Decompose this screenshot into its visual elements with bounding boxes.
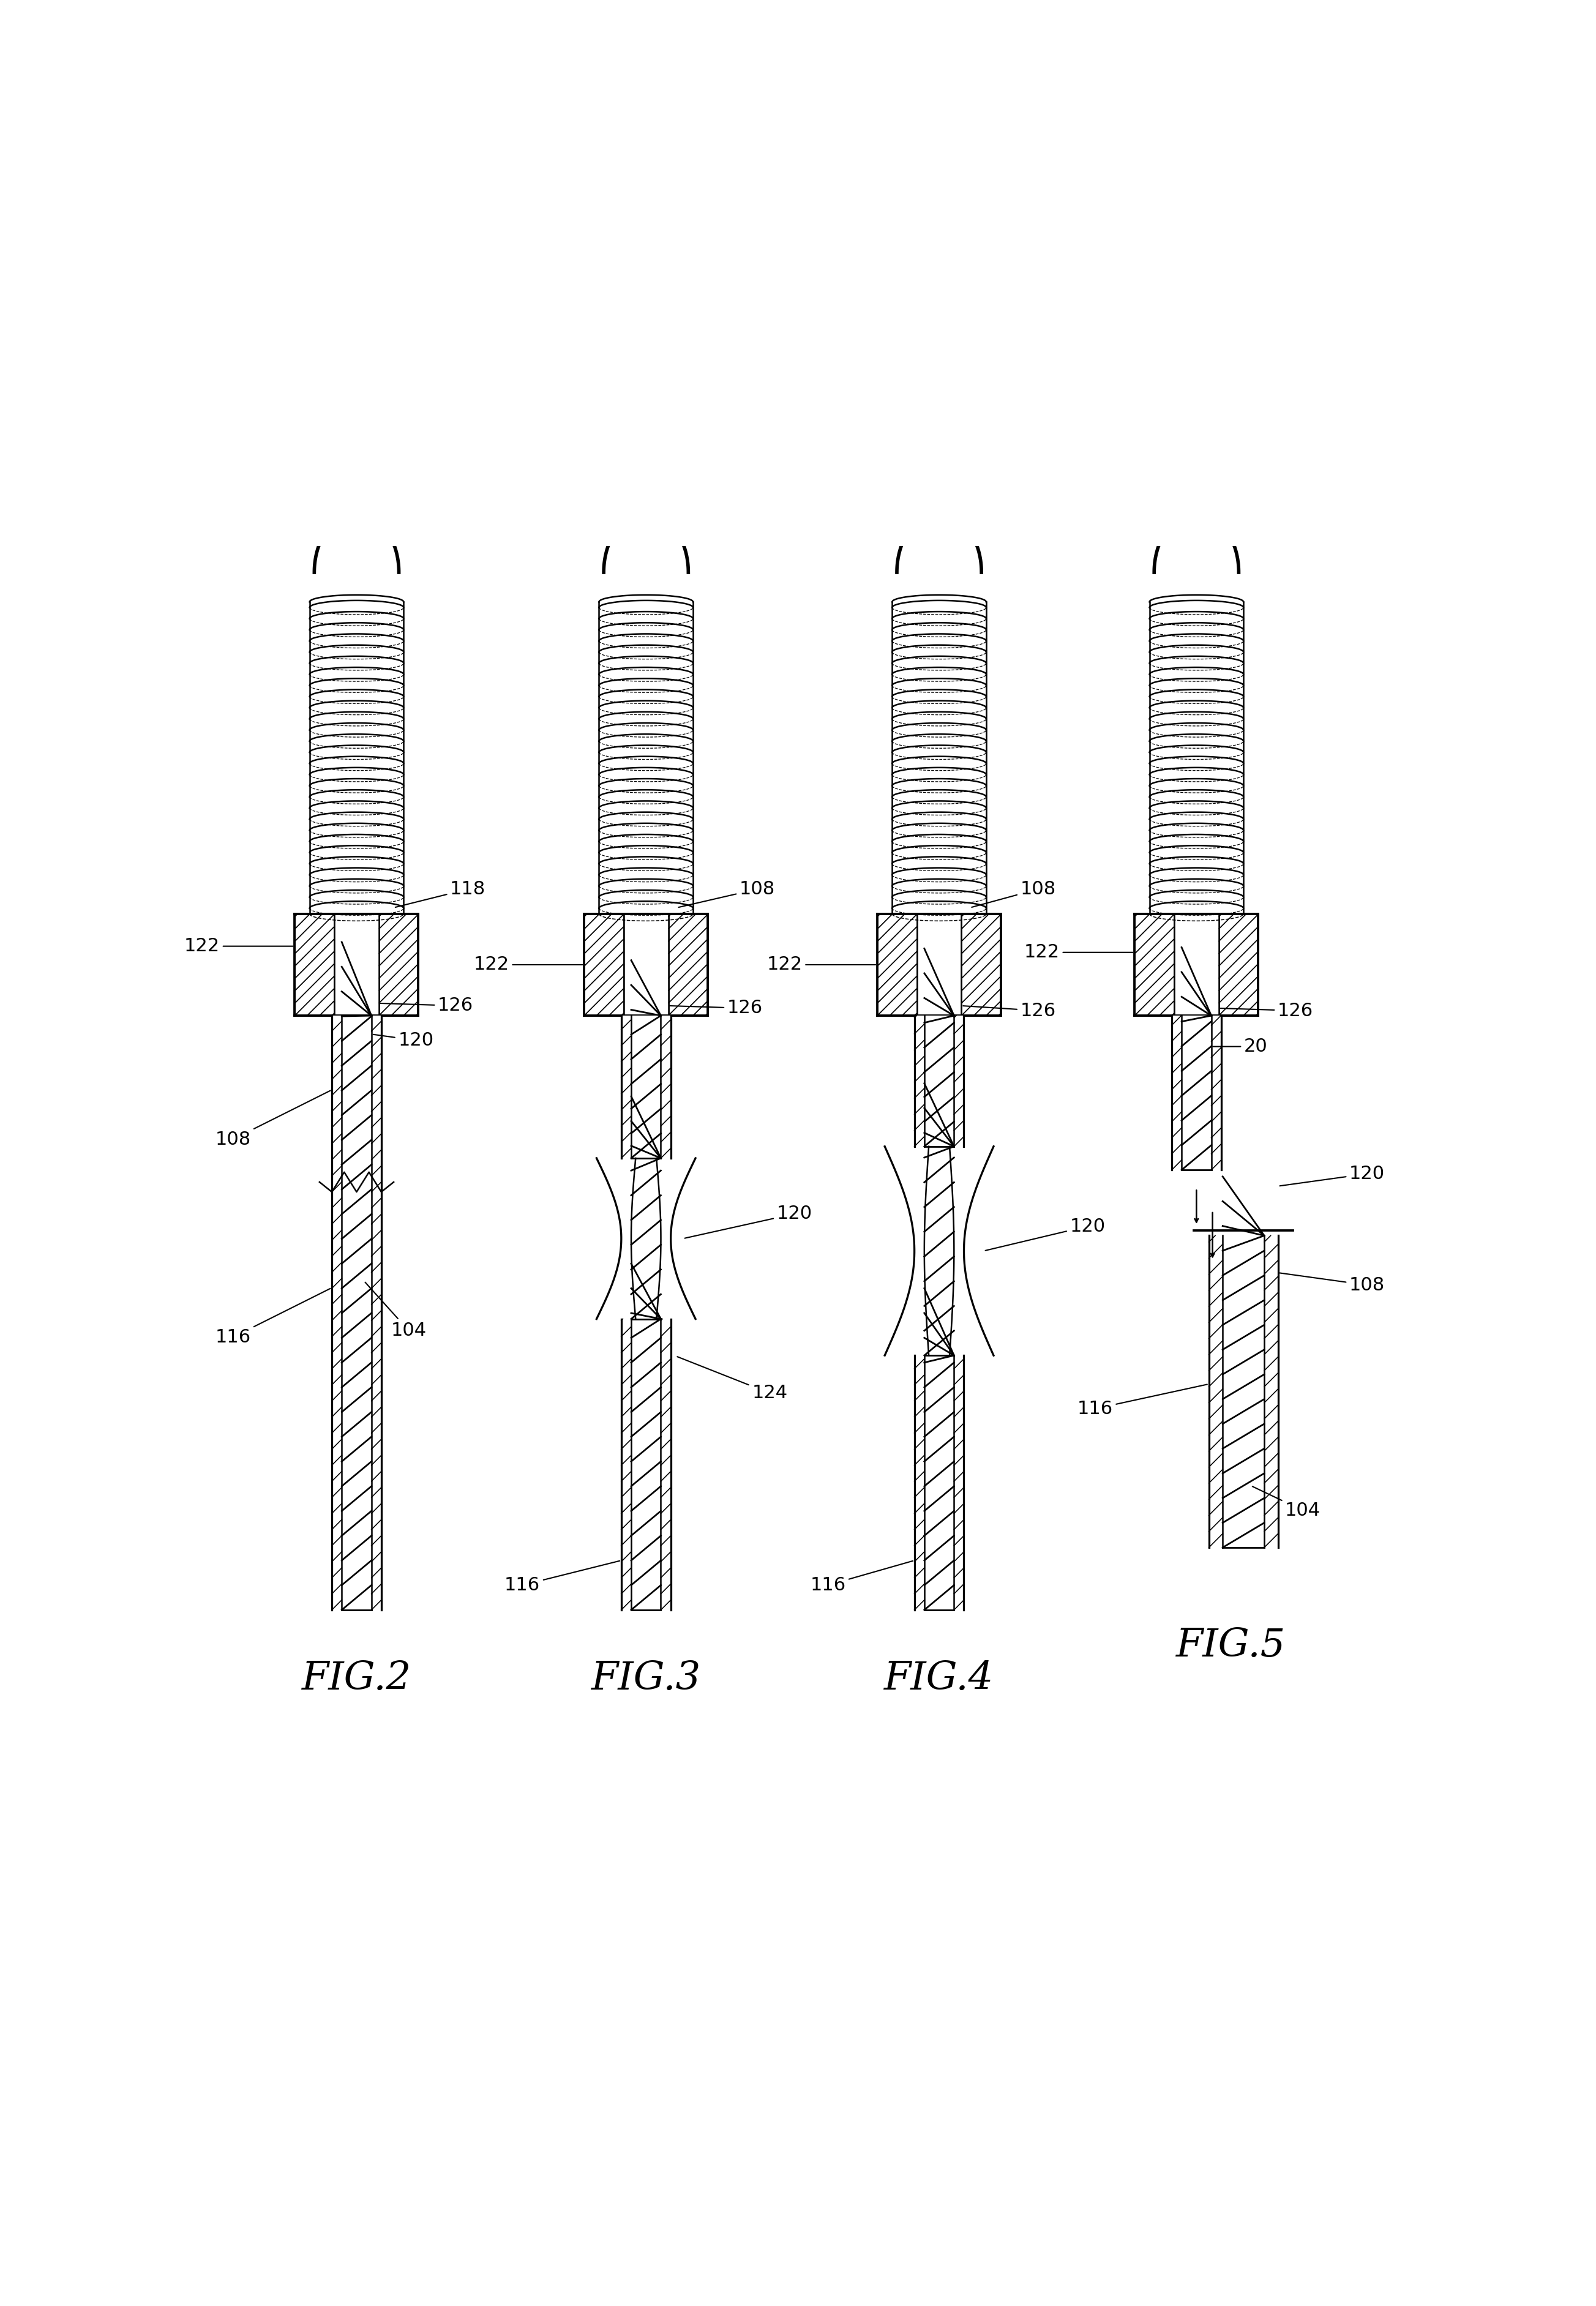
Text: 122: 122 (184, 936, 294, 955)
Bar (295, 913, 334, 1015)
Text: 120: 120 (1280, 1165, 1385, 1185)
Polygon shape (884, 1146, 994, 1356)
Bar (916, 913, 961, 1015)
Text: 126: 126 (962, 1001, 1057, 1019)
Text: 108: 108 (972, 881, 1057, 906)
Bar (1135, 913, 1175, 1015)
Text: 108: 108 (1280, 1273, 1385, 1294)
Text: FIG.3: FIG.3 (591, 1660, 701, 1697)
Bar (915, 1356, 964, 1610)
Text: 126: 126 (1221, 1001, 1314, 1019)
Bar (961, 913, 1001, 1015)
Bar (624, 913, 669, 1015)
Bar (334, 913, 378, 1015)
Bar (621, 1319, 670, 1610)
Bar (621, 1015, 670, 1158)
Bar (915, 1015, 964, 1146)
Text: 108: 108 (678, 881, 776, 906)
Text: 122: 122 (766, 957, 876, 973)
Bar (878, 913, 916, 1015)
Text: 116: 116 (1077, 1384, 1207, 1418)
Text: 124: 124 (677, 1356, 787, 1402)
Text: 122: 122 (1025, 943, 1133, 962)
Text: 120: 120 (985, 1218, 1106, 1250)
Text: 122: 122 (474, 957, 583, 973)
Bar (584, 913, 624, 1015)
Text: FIG.2: FIG.2 (302, 1660, 412, 1697)
Text: FIG.4: FIG.4 (884, 1660, 994, 1697)
Text: 104: 104 (365, 1282, 426, 1340)
Bar (1171, 1015, 1221, 1169)
Polygon shape (597, 1158, 696, 1319)
Bar (1219, 913, 1258, 1015)
Bar (1175, 913, 1219, 1015)
Text: 116: 116 (811, 1561, 913, 1593)
Text: 118: 118 (396, 881, 485, 906)
Text: 126: 126 (670, 998, 763, 1017)
Text: 120: 120 (685, 1206, 812, 1238)
Bar (669, 913, 709, 1015)
Text: 126: 126 (380, 996, 474, 1015)
Text: 116: 116 (215, 1289, 330, 1347)
Bar (378, 913, 418, 1015)
Bar (332, 1015, 381, 1610)
Text: 116: 116 (504, 1561, 619, 1593)
Text: 104: 104 (1253, 1487, 1320, 1520)
Text: 108: 108 (215, 1091, 330, 1148)
Text: 20: 20 (1213, 1038, 1267, 1056)
Text: 120: 120 (373, 1031, 434, 1049)
Bar (1208, 1236, 1278, 1547)
Text: FIG.5: FIG.5 (1176, 1628, 1286, 1665)
